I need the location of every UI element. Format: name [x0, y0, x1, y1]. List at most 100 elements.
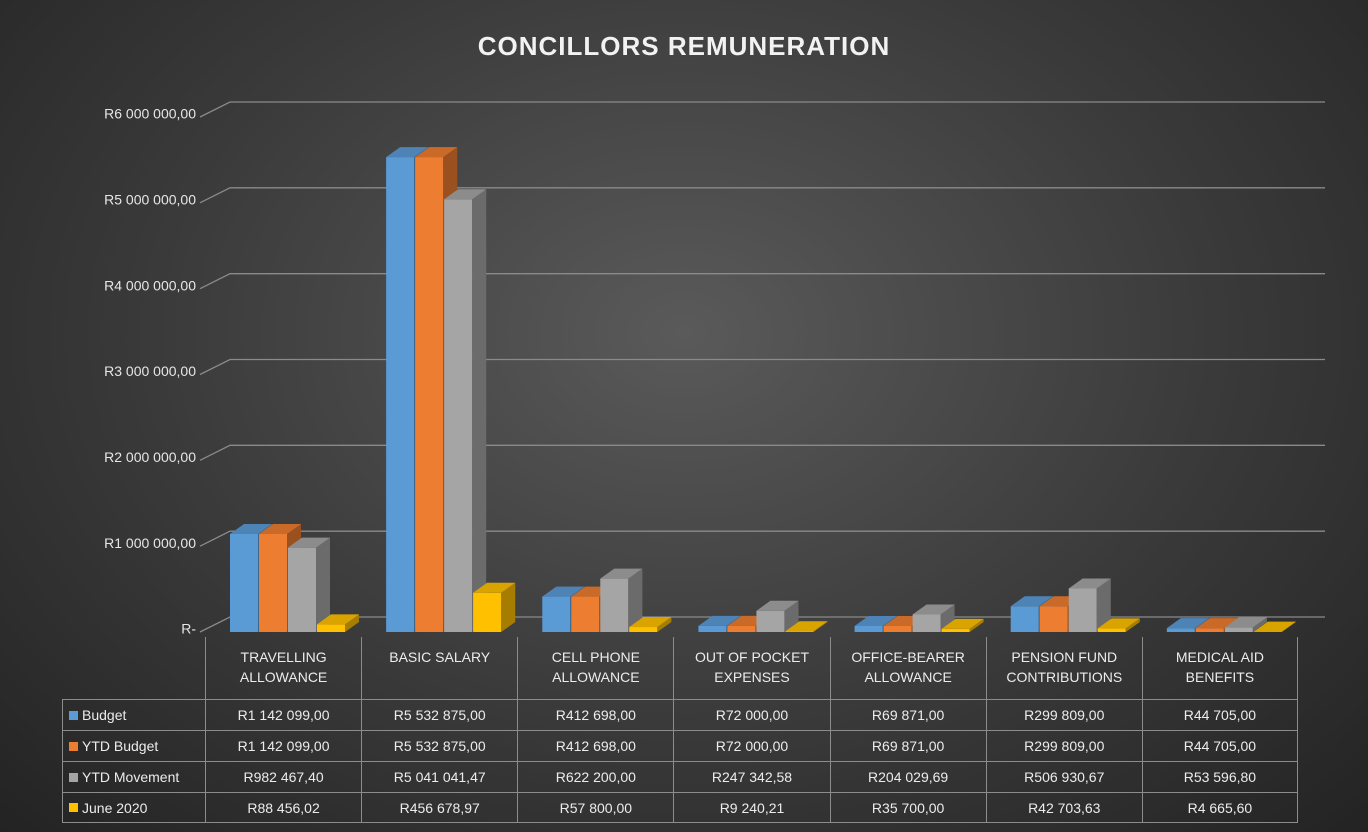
bar-front	[756, 610, 785, 632]
bar-top-shade	[1097, 618, 1140, 629]
category-label: BASIC SALARY	[361, 637, 517, 699]
bar-side-shade	[345, 614, 359, 632]
cell-text: R5 532 875,00	[393, 707, 486, 723]
bar-top-shade	[230, 523, 272, 534]
bar-side	[628, 568, 643, 632]
bar-top	[1097, 618, 1140, 629]
cell-text: R9 240,21	[719, 799, 785, 816]
bar-side	[940, 604, 955, 632]
bar-front	[542, 596, 571, 632]
table-cell: R412 698,00	[517, 699, 674, 730]
bar-front	[854, 626, 883, 632]
category-label: MEDICAL AID BENEFITS	[1141, 637, 1298, 699]
cell-text: R622 200,00	[555, 769, 636, 785]
cell-text: R72 000,00	[715, 707, 789, 723]
bar-top	[854, 616, 897, 627]
bar-side-shade	[316, 537, 330, 632]
bar-side	[472, 189, 487, 632]
bar	[629, 617, 672, 632]
bar-top-shade	[698, 615, 741, 626]
bar-side-shade	[657, 617, 672, 632]
cell-text: R412 698,00	[555, 738, 636, 754]
cell-text: R247 342,58	[711, 769, 793, 785]
table-cell: R412 698,00	[517, 730, 674, 761]
cell-text: R456 678,97	[399, 799, 480, 816]
table-cell: R44 705,00	[1141, 699, 1298, 730]
bar-top-shade	[542, 586, 585, 597]
bar-front	[727, 625, 756, 632]
bar-top-shade	[912, 604, 955, 615]
table-cell: R622 200,00	[517, 761, 674, 792]
grid-line	[199, 187, 1325, 204]
bar-top	[629, 617, 672, 628]
bar	[473, 582, 516, 632]
cell-text: OUT OF POCKET EXPENSES	[694, 649, 810, 685]
bar-top-shade	[317, 614, 359, 625]
bar	[317, 614, 359, 632]
bar-top	[542, 586, 585, 597]
bar-front	[444, 199, 473, 632]
bar-front	[571, 596, 600, 632]
cell-text: R44 705,00	[1183, 707, 1257, 723]
bar-side-shade	[1252, 617, 1267, 632]
table-cell: R299 809,00	[985, 699, 1142, 730]
bar-top-shade	[386, 147, 429, 158]
table-cell: R42 703,63	[985, 792, 1142, 823]
bar-top-shade	[1068, 578, 1111, 589]
bar-top	[1068, 578, 1111, 589]
bar-side-shade	[813, 621, 828, 632]
legend-entry: YTD Movement	[62, 761, 205, 792]
legend-swatch	[69, 710, 78, 720]
category-label: TRAVELLING ALLOWANCE	[205, 637, 361, 699]
bar-top	[756, 600, 799, 611]
bar-top-shade	[785, 621, 828, 632]
bar-top	[473, 582, 516, 593]
legend-swatch	[69, 741, 78, 751]
cell-text: R1 142 099,00	[237, 738, 330, 754]
table-cell: R57 800,00	[517, 792, 674, 823]
bar-side	[501, 582, 516, 632]
bar	[288, 537, 330, 632]
legend-entry: Budget	[62, 699, 205, 730]
legend-entry: YTD Budget	[62, 730, 205, 761]
grid-line	[199, 444, 1325, 461]
bar	[785, 621, 828, 632]
grid-line	[199, 273, 1325, 290]
bar-top	[444, 189, 487, 200]
bar	[1097, 618, 1140, 632]
cell-text: R69 871,00	[871, 738, 945, 754]
bar-top	[698, 615, 741, 626]
legend-entry: June 2020	[62, 792, 205, 823]
table-cell: R53 596,80	[1141, 761, 1298, 792]
bar-top	[1224, 617, 1267, 628]
bar-top-shade	[444, 189, 487, 200]
bar-side-shade	[501, 582, 516, 632]
bar	[756, 600, 799, 632]
cell-text: MEDICAL AID BENEFITS	[1175, 649, 1264, 685]
bar-front	[1010, 606, 1039, 632]
bar-side-shade	[969, 618, 984, 632]
legend-swatch	[69, 772, 78, 782]
cell-text: R57 800,00	[559, 799, 633, 816]
legend-label: YTD Movement	[82, 769, 180, 785]
bar-side	[969, 618, 984, 632]
bar-side	[784, 600, 799, 632]
cell-text: R35 700,00	[871, 799, 945, 816]
table-cell: R5 532 875,00	[361, 730, 518, 761]
table-cell: R88 456,02	[205, 792, 362, 823]
bar-top	[288, 537, 330, 548]
bar-front	[1166, 628, 1195, 632]
bar-top	[941, 618, 984, 629]
bar-top	[415, 147, 458, 158]
y-tick-label: R2 000 000,00	[104, 449, 196, 465]
cell-text: R72 000,00	[715, 738, 789, 754]
cell-text: R69 871,00	[871, 707, 945, 723]
table-cell: R204 029,69	[829, 761, 986, 792]
cell-text: R204 029,69	[868, 769, 949, 785]
cell-text: R44 705,00	[1183, 738, 1257, 754]
bar-front	[1195, 628, 1224, 632]
table-cell: R4 665,60	[1141, 792, 1298, 823]
y-tick-label: R-	[181, 621, 196, 637]
category-label: OFFICE-BEARER ALLOWANCE	[829, 637, 986, 699]
